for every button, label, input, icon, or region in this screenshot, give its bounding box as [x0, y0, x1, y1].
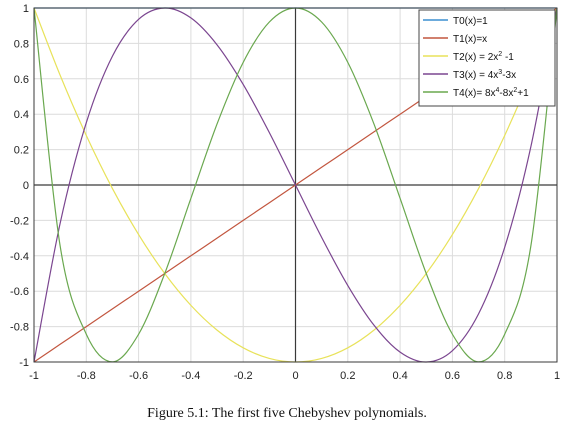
x-tick-label: 1: [554, 370, 560, 382]
y-tick-label: 0.4: [14, 109, 29, 121]
legend-text-part: +1: [517, 88, 529, 99]
legend-text-part: -3x: [502, 70, 516, 81]
legend-text-part: T4(x)= 8x: [453, 88, 496, 99]
figure-caption: Figure 5.1: The first five Chebyshev pol…: [147, 406, 427, 421]
legend-text-part: -8x: [499, 88, 513, 99]
x-tick-label: -1: [29, 370, 39, 382]
y-tick-label: 1: [23, 3, 29, 15]
legend-box: [418, 9, 556, 107]
y-tick-label: 0.8: [14, 38, 29, 50]
legend-exponent: 4: [496, 87, 500, 94]
legend-text-part: -1: [502, 52, 514, 63]
y-tick-label: -0.4: [10, 251, 29, 263]
series-line-t3: [33, 7, 558, 363]
y-tick-label: -0.2: [10, 215, 29, 227]
x-tick-label: -0.4: [181, 370, 200, 382]
legend-text-part: T2(x) = 2x: [453, 52, 498, 63]
y-tick-label: 0.6: [14, 74, 29, 86]
legend-exponent: 2: [513, 87, 517, 94]
y-tick-label: 0: [23, 180, 29, 192]
legend-text-part: T0(x)=1: [453, 16, 488, 27]
legend-label-t4: T4(x)= 8x4-8x2+1: [453, 87, 529, 99]
x-tick-label: 0.6: [445, 370, 460, 382]
plot-frame: [33, 7, 558, 363]
x-tick-label: 0.8: [497, 370, 512, 382]
x-tick-labels: -1 -0.8 -0.6 -0.4 -0.2 0 0.2 0.4 0.6 0.8 1: [29, 370, 560, 382]
x-tick-label: 0.4: [392, 370, 407, 382]
legend-label-t1: T1(x)=x: [453, 34, 487, 45]
x-tick-label: -0.8: [77, 370, 96, 382]
y-tick-label: -1: [19, 357, 29, 369]
y-tick-label: -0.6: [10, 286, 29, 298]
y-tick-labels: -1 -0.8 -0.6 -0.4 -0.2 0 0.2 0.4 0.6 0.8 1: [10, 3, 29, 369]
legend-exponent: 2: [498, 51, 502, 58]
x-tick-label: 0: [292, 370, 298, 382]
x-tick-label: -0.6: [129, 370, 148, 382]
legend: T0(x)=1T1(x)=xT2(x) = 2x2 -1T3(x) = 4x3-…: [418, 9, 556, 107]
legend-text-part: T1(x)=x: [453, 34, 487, 45]
legend-text-part: T3(x) = 4x: [453, 70, 498, 81]
legend-label-t3: T3(x) = 4x3-3x: [453, 69, 516, 81]
legend-exponent: 3: [498, 69, 502, 76]
legend-label-t2: T2(x) = 2x2 -1: [453, 51, 514, 63]
x-tick-label: 0.2: [340, 370, 355, 382]
legend-label-t0: T0(x)=1: [453, 16, 488, 27]
x-tick-label: -0.2: [234, 370, 253, 382]
y-tick-label: 0.2: [14, 145, 29, 157]
y-tick-label: -0.8: [10, 322, 29, 334]
legend-entries: T0(x)=1T1(x)=xT2(x) = 2x2 -1T3(x) = 4x3-…: [423, 16, 529, 99]
